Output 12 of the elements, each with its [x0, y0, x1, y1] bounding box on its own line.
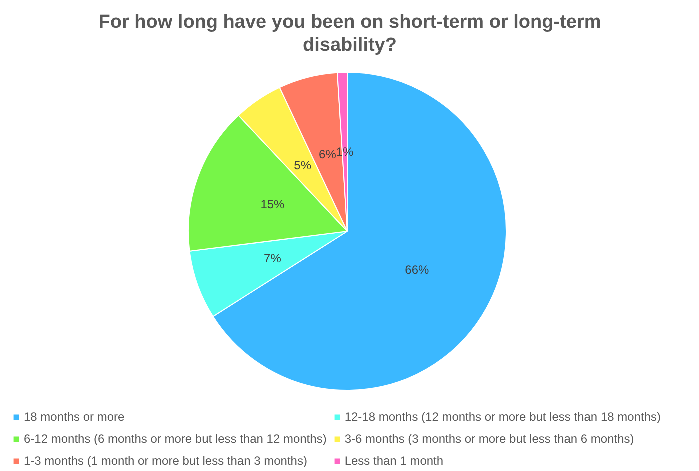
data-label: 15% — [260, 198, 286, 212]
legend-label: 6-12 months (6 months or more but less than 12 months) — [24, 431, 327, 447]
data-label: 6% — [319, 148, 337, 162]
chart-title: For how long have you been on short-term or long-term disability? — [98, 12, 602, 56]
legend-label: 18 months or more — [24, 409, 125, 425]
legend-label: 12-18 months (12 months or more but less than 18 months) — [344, 409, 661, 425]
legend-label: 3-6 months (3 months or more but less than 6 months) — [344, 431, 634, 447]
data-label: 7% — [264, 251, 282, 266]
data-label: 66% — [405, 262, 430, 277]
data-label: 5% — [294, 158, 312, 173]
legend-label: Less than 1 month — [344, 453, 444, 469]
legend-label: 1-3 months (1 month or more but less than 3 months) — [24, 453, 308, 469]
